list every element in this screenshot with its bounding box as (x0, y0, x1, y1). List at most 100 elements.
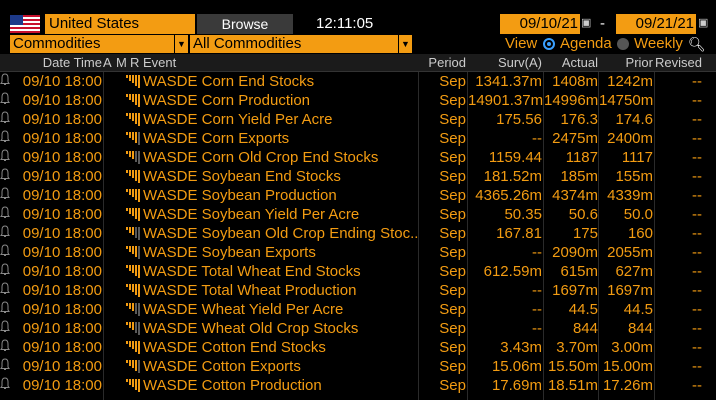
col-prior[interactable]: Prior (625, 55, 653, 70)
country-field[interactable]: United States (45, 14, 195, 34)
alarm-bell-icon[interactable] (0, 168, 10, 181)
alarm-bell-icon[interactable] (0, 320, 10, 333)
event-name-cell[interactable]: WASDE Corn Production (143, 92, 311, 109)
table-row[interactable]: 09/10 18:00 WASDE Soybean Exports Sep -- 209… (0, 243, 716, 262)
event-name-cell[interactable]: WASDE Wheat Yield Per Acre (143, 301, 344, 318)
table-row[interactable]: 09/10 18:00 WASDE Soybean Yield Per Acre S… (0, 205, 716, 224)
relevance-bar (138, 113, 140, 126)
relevance-bar (138, 284, 140, 297)
alarm-bell-icon[interactable] (0, 377, 10, 390)
prior-cell: 4339m (607, 187, 653, 204)
alarm-bell-icon[interactable] (0, 244, 10, 257)
revised-cell: -- (692, 206, 702, 223)
relevance-bar (129, 227, 131, 233)
col-m[interactable]: M (116, 55, 127, 70)
event-name-cell[interactable]: WASDE Total Wheat Production (143, 282, 357, 299)
col-relevance[interactable]: R (130, 55, 140, 70)
col-date-time[interactable]: Date Time (42, 55, 102, 70)
event-name-cell[interactable]: WASDE Corn End Stocks (143, 73, 315, 90)
event-name-cell[interactable]: WASDE Soybean Yield Per Acre (143, 206, 360, 223)
table-row[interactable]: 09/10 18:00 WASDE Wheat Yield Per Acre Sep… (0, 300, 716, 319)
event-name-cell[interactable]: WASDE Cotton Production (143, 377, 322, 394)
alarm-bell-icon[interactable] (0, 206, 10, 219)
alarm-bell-icon[interactable] (0, 225, 10, 238)
table-row[interactable]: 09/10 18:00 WASDE Soybean Production Sep 43… (0, 186, 716, 205)
browse-button[interactable]: Browse (197, 14, 293, 34)
relevance-bar (138, 303, 140, 316)
survey-cell: 50.35 (504, 206, 542, 223)
chevron-down-icon[interactable]: ▼ (398, 35, 412, 53)
relevance-bars-icon (126, 151, 140, 164)
col-period[interactable]: Period (428, 55, 466, 70)
event-name-cell[interactable]: WASDE Soybean Production (143, 187, 337, 204)
weekly-label[interactable]: Weekly (634, 35, 683, 52)
agenda-radio[interactable] (543, 38, 555, 50)
revised-cell: -- (692, 130, 702, 147)
col-survey[interactable]: Surv(A) (497, 55, 542, 70)
table-row[interactable]: 09/10 18:00 WASDE Wheat Old Crop Stocks Se… (0, 319, 716, 338)
col-alarm[interactable]: A (103, 55, 112, 70)
date-time-cell: 09/10 18:00 (22, 301, 102, 318)
event-name-cell[interactable]: WASDE Cotton End Stocks (143, 339, 326, 356)
table-row[interactable]: 09/10 18:00 WASDE Total Wheat Production S… (0, 281, 716, 300)
table-row[interactable]: 09/10 18:00 WASDE Corn Yield Per Acre Sep 1… (0, 110, 716, 129)
subcategory-select[interactable]: All Commodities ▼ (190, 35, 412, 53)
event-name-cell[interactable]: WASDE Wheat Old Crop Stocks (143, 320, 359, 337)
event-name-cell[interactable]: WASDE Total Wheat End Stocks (143, 263, 361, 280)
weekly-radio[interactable] (617, 38, 629, 50)
start-date-field[interactable]: 09/10/21 (500, 14, 580, 34)
calendar-icon[interactable]: ▣ (581, 17, 592, 29)
relevance-bars-icon (126, 94, 140, 107)
actual-cell: 50.6 (568, 206, 598, 223)
table-row[interactable]: 09/10 18:00 WASDE Corn End Stocks Sep 1341.… (0, 72, 716, 91)
period-cell: Sep (439, 111, 466, 128)
alarm-bell-icon[interactable] (0, 149, 10, 162)
event-name-cell[interactable]: WASDE Soybean End Stocks (143, 168, 341, 185)
alarm-bell-icon[interactable] (0, 358, 10, 371)
table-row[interactable]: 09/10 18:00 WASDE Soybean Old Crop Ending… (0, 224, 716, 243)
agenda-label[interactable]: Agenda (560, 35, 612, 52)
prior-cell: 2400m (607, 130, 653, 147)
end-date-field[interactable]: 09/21/21 (616, 14, 696, 34)
event-name-cell[interactable]: WASDE Corn Old Crop End Stocks (143, 149, 379, 166)
table-row[interactable]: 09/10 18:00 WASDE Corn Old Crop End Stock… (0, 148, 716, 167)
relevance-bar (135, 303, 137, 314)
alarm-bell-icon[interactable] (0, 263, 10, 276)
calendar-icon[interactable]: ▣ (698, 17, 709, 29)
event-name-cell[interactable]: WASDE Corn Exports (143, 130, 290, 147)
date-time-cell: 09/10 18:00 (22, 225, 102, 242)
table-row[interactable]: 09/10 18:00 WASDE Total Wheat End Stocks S… (0, 262, 716, 281)
event-name-cell[interactable]: WASDE Soybean Old Crop Ending Stoc... (143, 225, 418, 242)
col-actual[interactable]: Actual (561, 55, 598, 70)
col-event[interactable]: Event (143, 55, 177, 70)
alarm-bell-icon[interactable] (0, 339, 10, 352)
alarm-bell-icon[interactable] (0, 187, 10, 200)
actual-cell: 1187 (565, 149, 598, 166)
alarm-bell-icon[interactable] (0, 73, 10, 86)
event-name-cell[interactable]: WASDE Cotton Exports (143, 358, 301, 375)
event-name-cell[interactable]: WASDE Corn Yield Per Acre (143, 111, 333, 128)
category-select[interactable]: Commodities ▼ (10, 35, 188, 53)
alarm-bell-icon[interactable] (0, 301, 10, 314)
table-row[interactable]: 09/10 18:00 WASDE Cotton End Stocks Sep 3.4… (0, 338, 716, 357)
event-name-cell[interactable]: WASDE Soybean Exports (143, 244, 316, 261)
table-row[interactable]: 09/10 18:00 WASDE Cotton Exports Sep 15.06m… (0, 357, 716, 376)
period-cell: Sep (439, 339, 466, 356)
zoom-icon[interactable]: 🔍︎ (688, 36, 706, 52)
alarm-bell-icon[interactable] (0, 130, 10, 143)
prior-cell: 1242m (607, 73, 653, 90)
alarm-bell-icon[interactable] (0, 282, 10, 295)
chevron-down-icon[interactable]: ▼ (174, 35, 188, 53)
relevance-bar (129, 94, 131, 100)
alarm-bell-icon[interactable] (0, 111, 10, 124)
relevance-bar (126, 189, 128, 192)
relevance-bar (138, 189, 140, 202)
table-row[interactable]: 09/10 18:00 WASDE Soybean End Stocks Sep 18… (0, 167, 716, 186)
relevance-bar (138, 227, 140, 240)
actual-cell: 3.70m (556, 339, 598, 356)
alarm-bell-icon[interactable] (0, 92, 10, 105)
col-revised[interactable]: Revised (655, 55, 702, 70)
table-row[interactable]: 09/10 18:00 WASDE Cotton Production Sep 17.… (0, 376, 716, 395)
table-row[interactable]: 09/10 18:00 WASDE Corn Exports Sep -- 2475m 2… (0, 129, 716, 148)
table-row[interactable]: 09/10 18:00 WASDE Corn Production Sep 14901… (0, 91, 716, 110)
